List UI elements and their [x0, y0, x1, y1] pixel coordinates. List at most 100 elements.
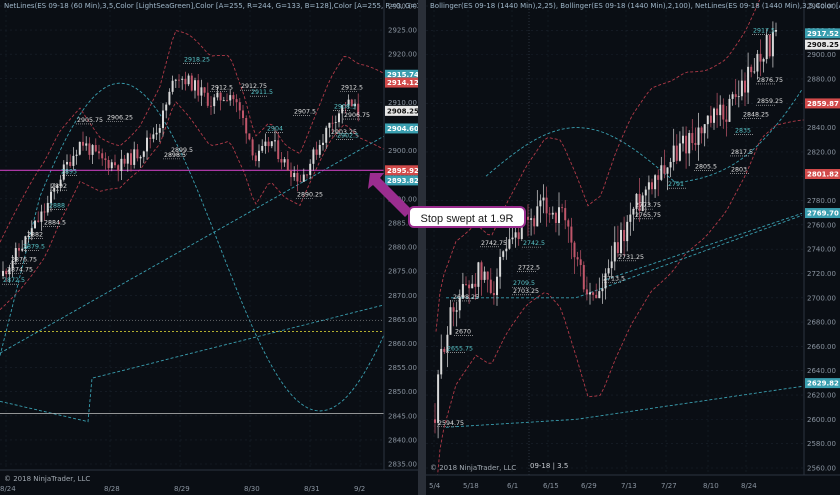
candle-body [756, 53, 759, 72]
candle-body [737, 96, 740, 98]
price-annotation: 2890.25 [297, 192, 323, 199]
candle-body [731, 94, 734, 99]
candle-body [162, 110, 164, 129]
candle-body [290, 170, 292, 178]
midline [0, 135, 385, 354]
candle-body [219, 92, 222, 101]
time-axis[interactable]: 5/4 5/18 6/1 6/15 6/29 7/13 7/27 8/10 8/24 [429, 482, 757, 490]
price-annotation: 2884.5 [44, 219, 66, 226]
candle-body [34, 220, 36, 229]
upper-band-outer [0, 82, 385, 412]
time-axis[interactable]: 8/24 8/28 8/29 8/30 8/31 9/2 [0, 485, 365, 493]
candle-body [133, 149, 136, 165]
candlestick-series [2, 71, 360, 283]
time-tick-label: 5/4 [429, 482, 441, 490]
price-tick-label: 2900.00 [388, 147, 417, 155]
price-tick-label: 2835.00 [388, 461, 417, 469]
price-badge-label: 2914.12 [387, 79, 418, 87]
daily-chart-panel[interactable]: 2917.5 2876.75 2859.25 2848.25 2835 2817.5 280… [426, 0, 840, 495]
candle-body [440, 348, 443, 375]
candle-body [722, 104, 725, 120]
candle-body [744, 80, 746, 93]
bollinger-bands [0, 29, 385, 423]
candle-body [350, 99, 353, 107]
price-tick-label: 2875.00 [388, 268, 417, 276]
price-tick-label: 2700.00 [807, 294, 836, 302]
candle-body [139, 156, 142, 159]
candle-body [564, 208, 567, 221]
candle-body [623, 229, 626, 242]
price-tick-label: 2860.00 [388, 340, 417, 348]
candle-body [5, 270, 8, 275]
candle-body [713, 108, 715, 123]
grid-lines [426, 0, 804, 475]
midline-100 [446, 214, 803, 299]
candle-body [50, 191, 52, 203]
candle-body [508, 239, 511, 249]
candle-body [700, 127, 703, 134]
price-badge-bg [805, 378, 840, 389]
price-badge-label: 2917.52 [807, 30, 839, 38]
candle-body [328, 122, 331, 128]
stop-swept-callout: Stop swept at 1.9R [408, 206, 526, 228]
candle-body [589, 292, 591, 295]
candle-body [264, 141, 267, 146]
candle-body [480, 262, 483, 280]
candle-body [644, 189, 647, 196]
price-badge-bg [805, 168, 840, 179]
time-tick-label: 5/18 [463, 482, 479, 490]
candle-body [325, 127, 328, 143]
candle-body [69, 161, 72, 166]
candle-body [194, 80, 196, 91]
candle-body [110, 162, 113, 169]
price-tick-label: 2925.00 [388, 27, 417, 35]
candle-body [703, 124, 706, 134]
time-tick-label: 6/29 [581, 482, 597, 490]
price-tick-label: 2620.00 [807, 392, 836, 400]
price-annotation: 2912.5 [341, 84, 363, 91]
candle-body [226, 100, 228, 102]
candle-body [88, 143, 91, 155]
price-annotation: 2917.5 [753, 27, 775, 34]
candle-body [604, 273, 607, 289]
price-annotation: 2892 [51, 183, 67, 190]
candle-body [347, 99, 350, 106]
candle-body [187, 75, 190, 85]
candle-body [585, 289, 588, 295]
price-badge-label: 2629.82 [807, 380, 839, 388]
candle-body [30, 228, 33, 237]
candle-body [607, 268, 610, 274]
candle-body [517, 232, 520, 239]
candle-body [499, 256, 502, 277]
candle-body [82, 141, 84, 146]
candle-body [505, 248, 508, 252]
candle-body [688, 133, 691, 154]
price-tick-label: 2900.00 [807, 51, 836, 59]
time-tick-label: 9/2 [354, 485, 365, 493]
candle-body [98, 151, 100, 154]
price-annotation: 2848.25 [743, 112, 769, 119]
candle-body [85, 143, 88, 146]
daily-chart-canvas[interactable]: 2917.5 2876.75 2859.25 2848.25 2835 2817.5 280… [426, 0, 840, 495]
lower-band-inner [0, 101, 385, 311]
price-annotation: 2912.5 [211, 84, 233, 91]
candle-body [709, 115, 712, 123]
candle-body [536, 206, 539, 227]
candle-body [197, 80, 200, 96]
candle-body [142, 151, 145, 157]
intraday-chart-panel[interactable]: 2918.25 2912.5 2912.75 2911.5 2906.25 2905.75… [0, 0, 418, 495]
price-badge-bg [805, 98, 840, 109]
candle-body [551, 212, 554, 215]
price-annotation: 2722.5 [518, 264, 540, 271]
candle-body [315, 149, 318, 155]
candle-body [203, 87, 206, 93]
price-badge-label: 2908.25 [387, 107, 418, 115]
candle-body [489, 279, 492, 293]
price-annotation: 2698.25 [453, 294, 479, 301]
panel-splitter[interactable] [418, 0, 426, 495]
price-annotation: 2899.5 [171, 147, 193, 154]
candle-body [477, 262, 480, 287]
